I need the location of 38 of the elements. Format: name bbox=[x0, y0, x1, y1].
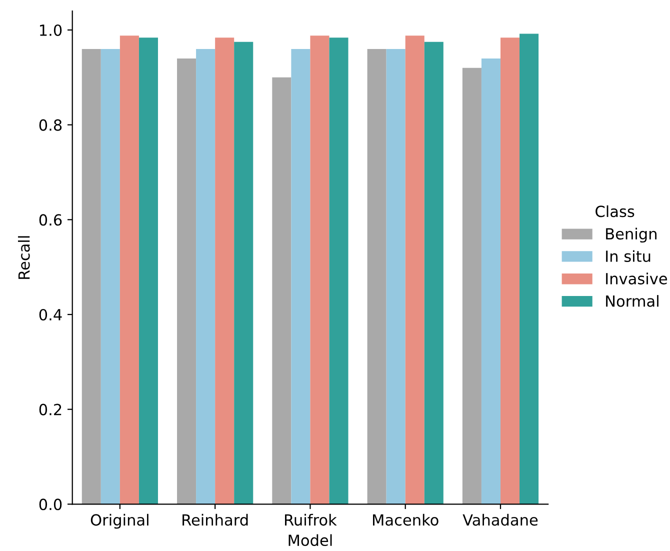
bar bbox=[291, 48, 310, 504]
y-axis-title: Recall bbox=[18, 236, 30, 279]
bar bbox=[215, 38, 234, 504]
legend-label: Benign bbox=[606, 228, 656, 243]
bar bbox=[82, 48, 101, 504]
bar bbox=[386, 48, 406, 504]
bar bbox=[272, 77, 292, 504]
bar bbox=[520, 34, 539, 504]
bar bbox=[367, 48, 386, 504]
x-tick-label: Reinhard bbox=[182, 514, 248, 526]
x-axis-title: Model bbox=[288, 534, 332, 546]
y-tick-label: 0.0 bbox=[39, 498, 62, 510]
bar bbox=[500, 38, 520, 504]
bar bbox=[424, 42, 444, 504]
y-tick-label: 0.4 bbox=[39, 308, 62, 321]
legend-title: Class bbox=[596, 205, 634, 218]
legend-label: In situ bbox=[606, 250, 650, 262]
x-tick-label: Original bbox=[90, 514, 148, 529]
bar bbox=[462, 68, 482, 504]
bar bbox=[234, 42, 254, 504]
bar bbox=[310, 36, 330, 504]
bar bbox=[177, 58, 196, 504]
y-tick-label: 1.0 bbox=[40, 24, 62, 36]
legend-label: Normal bbox=[606, 295, 658, 307]
x-tick-label: Macenko bbox=[373, 514, 438, 526]
bar bbox=[196, 48, 216, 504]
bar bbox=[405, 36, 424, 504]
bar bbox=[329, 38, 348, 504]
y-tick-label: 0.2 bbox=[39, 404, 62, 416]
bar bbox=[138, 38, 158, 504]
bar bbox=[120, 36, 139, 504]
x-tick-label: Vahadane bbox=[462, 514, 538, 526]
y-tick-label: 0.6 bbox=[39, 214, 62, 226]
legend-label: Invasive bbox=[606, 272, 668, 284]
y-tick-label: 0.8 bbox=[39, 119, 62, 131]
x-tick-label: Ruifrok bbox=[285, 514, 337, 526]
bar bbox=[100, 48, 120, 504]
bar bbox=[481, 58, 500, 504]
